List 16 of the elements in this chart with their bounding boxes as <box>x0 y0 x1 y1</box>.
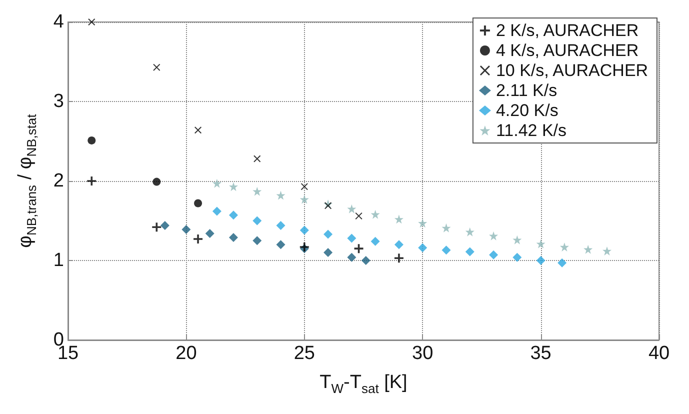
legend-label: 4.20 K/s <box>496 101 558 120</box>
y-tick-label: 2 <box>53 170 64 192</box>
legend-label: 2 K/s, AURACHER <box>496 21 639 40</box>
legend-label: 4 K/s, AURACHER <box>496 41 639 60</box>
y-tick-label: 3 <box>53 91 64 112</box>
y-tick-label: 4 <box>53 12 64 32</box>
x-tick-label: 40 <box>648 343 670 364</box>
legend-label: 11.42 K/s <box>496 121 567 140</box>
legend-label: 10 K/s, AURACHER <box>496 61 648 80</box>
x-tick-label: 30 <box>412 343 434 364</box>
y-tick-label: 1 <box>53 250 64 271</box>
legend-label: 2.11 K/s <box>496 81 558 100</box>
y-axis-title: φNB,trans / φNB,stat <box>15 114 39 248</box>
x-tick-label: 20 <box>176 343 197 364</box>
x-tick-label: 25 <box>294 343 315 364</box>
x-tick-label: 35 <box>530 343 552 364</box>
